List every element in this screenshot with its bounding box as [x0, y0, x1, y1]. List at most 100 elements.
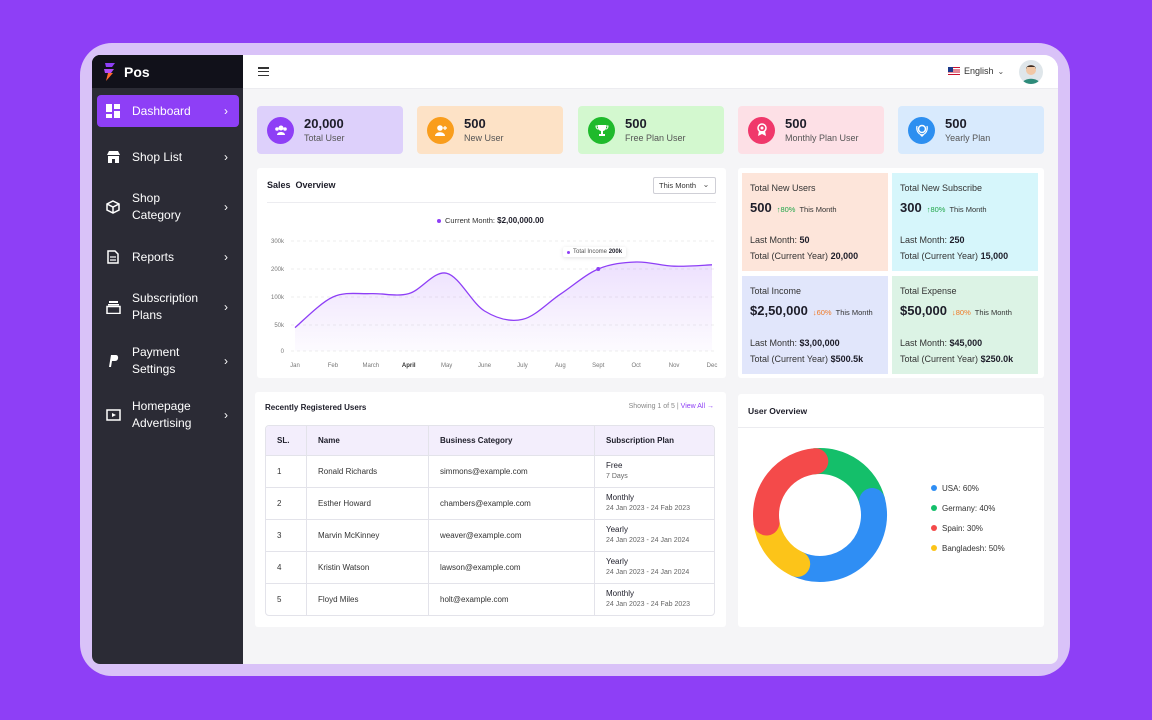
x-tick-label: March: [362, 363, 379, 369]
summary-value: 300: [900, 200, 922, 215]
logo[interactable]: Pos: [92, 55, 243, 88]
y-tick-label: 50k: [274, 323, 285, 329]
sidebar-item-subscription-plans[interactable]: Subscription Plans ›: [97, 287, 239, 327]
recent-users-card: Recently Registered Users Showing 1 of 5…: [255, 392, 726, 627]
user-overview-legend: USA: 60% Germany: 40% Spain: 30% Banglad…: [931, 478, 1005, 558]
sidebar-item-label: Shop List: [132, 149, 183, 164]
current-year-label: Total (Current Year): [750, 251, 829, 261]
sales-overview-title: Sales Overview: [267, 180, 336, 190]
stat-card-free-plan-user[interactable]: 500 Free Plan User: [578, 106, 724, 154]
cell-email: chambers@example.com: [429, 488, 595, 519]
summary-total-new-users: Total New Users 500 ↑80% This Month Last M…: [742, 173, 888, 271]
avatar[interactable]: [1019, 60, 1043, 84]
x-tick-label: Oct: [632, 363, 642, 369]
segment-spain[interactable]: [753, 448, 829, 536]
stat-value: 500: [785, 115, 807, 131]
chevron-right-icon: ›: [224, 354, 228, 368]
cell-plan-date: 24 Jan 2023 - 24 Jan 2024: [606, 537, 690, 544]
last-month-label: Last Month:: [900, 235, 948, 245]
sidebar-item-homepage-advertising[interactable]: Homepage Advertising ›: [97, 395, 239, 435]
shop-icon: [105, 149, 121, 165]
sidebar-item-shop-category[interactable]: Shop Category ›: [97, 187, 239, 227]
table-row[interactable]: 4 Kristin Watson lawson@example.com Year…: [266, 551, 714, 583]
view-all-link[interactable]: View All →: [680, 403, 714, 410]
stat-card-total-user[interactable]: 20,000 Total User: [257, 106, 403, 154]
summary-value: $2,50,000: [750, 303, 808, 318]
table-row[interactable]: 2 Esther Howard chambers@example.com Mon…: [266, 487, 714, 519]
last-month-value: $45,000: [949, 338, 983, 348]
x-tick-label: Jan: [290, 363, 300, 369]
user-overview-title: User Overview: [748, 406, 808, 416]
user-plus-icon: [427, 116, 454, 144]
menu-icon[interactable]: [258, 67, 269, 76]
cell-plan-date: 24 Jan 2023 - 24 Fab 2023: [606, 505, 691, 512]
cell-email: holt@example.com: [429, 584, 595, 615]
sidebar-item-reports[interactable]: Reports ›: [97, 241, 239, 273]
stat-card-monthly-plan-user[interactable]: 500 Monthly Plan User: [738, 106, 884, 154]
summary-value: $50,000: [900, 303, 947, 318]
report-icon: [105, 249, 121, 265]
x-tick-label: Feb: [328, 363, 339, 369]
period-select[interactable]: This Month ⌄: [653, 177, 716, 194]
dashboard-icon: [105, 103, 121, 119]
cell-email: weaver@example.com: [429, 520, 595, 551]
cell-name: Esther Howard: [307, 488, 429, 519]
cell-email: simmons@example.com: [429, 456, 595, 487]
topbar: English ⌄: [243, 55, 1058, 89]
stat-card-yearly-plan[interactable]: 500 Yearly Plan: [898, 106, 1044, 154]
showing-info: Showing 1 of 5 | View All →: [629, 403, 714, 410]
summary-change: ↓80%: [952, 308, 971, 317]
segment-usa[interactable]: [784, 488, 887, 582]
last-month-value: 50: [799, 235, 810, 245]
table-row[interactable]: 3 Marvin McKinney weaver@example.com Yea…: [266, 519, 714, 551]
last-month-value: $3,00,000: [799, 338, 840, 348]
cell-plan: Yearly: [606, 525, 628, 534]
language-selector[interactable]: English ⌄: [948, 66, 1004, 76]
legend-item-germany: Germany: 40%: [931, 498, 1005, 518]
summary-value: 500: [750, 200, 772, 215]
cell-plan: Free: [606, 461, 623, 470]
payment-icon: [105, 353, 121, 369]
period-value: This Month: [659, 181, 697, 190]
stat-card-new-user[interactable]: 500 New User: [417, 106, 563, 154]
summary-period: This Month: [949, 205, 987, 214]
table-row[interactable]: 5 Floyd Miles holt@example.com Monthly 24…: [266, 583, 714, 615]
cell-plan: Monthly: [606, 589, 635, 598]
sales-overview-card: Sales Overview This Month ⌄ Current Mont…: [257, 168, 726, 378]
subscription-icon: [105, 299, 121, 315]
table-row[interactable]: 1 Ronald Richards simmons@example.com Fr…: [266, 455, 714, 487]
cell-plan-date: 24 Jan 2023 - 24 Jan 2024: [606, 569, 690, 576]
cell-plan: Yearly: [606, 557, 628, 566]
series-line: [294, 261, 713, 329]
sidebar-item-dashboard[interactable]: Dashboard ›: [97, 95, 239, 127]
stat-label: Free Plan User: [625, 132, 686, 143]
current-year-value: 20,000: [830, 251, 859, 261]
summary-title: Total New Subscribe: [900, 183, 983, 193]
current-year-value: $500.5k: [830, 354, 864, 364]
stat-label: Total User: [304, 132, 345, 143]
cell-sl: 4: [266, 552, 307, 583]
y-tick-label: 0: [281, 349, 285, 355]
chevron-right-icon: ›: [224, 104, 228, 118]
legend-dot: [931, 505, 937, 511]
cell-sl: 2: [266, 488, 307, 519]
sidebar: Pos Dashboard › Shop List ›: [92, 55, 243, 664]
cell-email: lawson@example.com: [429, 552, 595, 583]
cell-sl: 3: [266, 520, 307, 551]
current-year-label: Total (Current Year): [900, 354, 979, 364]
summary-card: Total New Users 500 ↑80% This Month Last M…: [738, 168, 1044, 378]
x-tick-label: Nov: [669, 363, 680, 369]
sidebar-item-label: Dashboard: [132, 103, 191, 118]
legend-item-usa: USA: 60%: [931, 478, 1005, 498]
summary-change: ↑80%: [776, 205, 796, 214]
current-year-label: Total (Current Year): [750, 354, 829, 364]
sidebar-item-shop-list[interactable]: Shop List ›: [97, 141, 239, 173]
tooltip-value: 200k: [608, 249, 623, 255]
sidebar-item-payment-settings[interactable]: Payment Settings ›: [97, 341, 239, 381]
sidebar-item-label: Homepage Advertising: [132, 399, 192, 430]
current-month-value: $2,00,000.00: [497, 216, 544, 225]
current-year-value: $250.0k: [980, 354, 1014, 364]
chevron-right-icon: ›: [224, 300, 228, 314]
data-point-sept[interactable]: [596, 267, 601, 271]
summary-change: ↑80%: [926, 205, 946, 214]
